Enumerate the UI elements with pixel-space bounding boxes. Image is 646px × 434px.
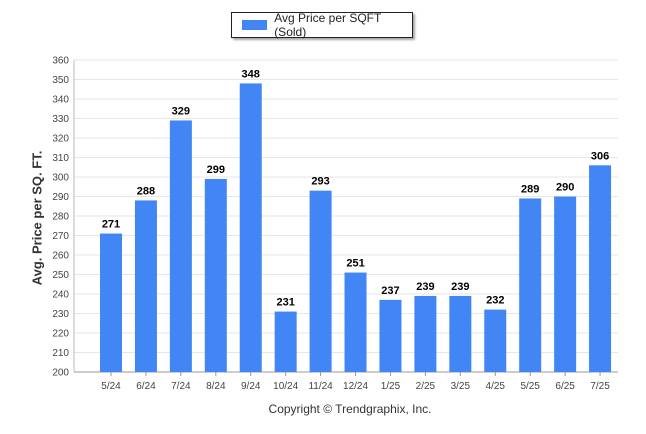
x-tick-label: 7/24 [171, 381, 191, 392]
bar [484, 309, 507, 372]
y-tick-label: 350 [52, 75, 69, 86]
legend[interactable]: Avg Price per SQFT (Sold) [231, 11, 413, 39]
bar [414, 295, 437, 372]
x-tick-label: 6/25 [555, 381, 575, 392]
y-tick-label: 260 [52, 251, 69, 262]
x-tick-label: 3/25 [451, 381, 471, 392]
bar-value-label: 231 [276, 297, 294, 309]
bar-value-label: 239 [416, 281, 434, 293]
bar-value-label: 251 [346, 258, 364, 270]
x-tick-label: 6/24 [136, 381, 156, 392]
y-tick-label: 280 [52, 212, 69, 223]
y-tick-label: 230 [52, 309, 69, 320]
bar [169, 120, 192, 372]
x-tick-label: 12/24 [343, 381, 368, 392]
copyright-text: Copyright © Trendgraphix, Inc. [268, 402, 432, 416]
x-tick-label: 8/24 [206, 381, 226, 392]
y-tick-label: 270 [52, 231, 69, 242]
y-tick-label: 290 [52, 192, 69, 203]
bar [449, 295, 472, 372]
x-tick-label: 10/24 [273, 381, 298, 392]
bar-value-label: 239 [451, 281, 469, 293]
bar [309, 190, 332, 372]
x-tick-label: 9/24 [241, 381, 261, 392]
bar-value-label: 232 [486, 295, 504, 307]
bar [344, 272, 367, 372]
bar [239, 83, 262, 373]
x-tick-label: 7/25 [590, 381, 610, 392]
bar [274, 311, 297, 372]
bar [100, 233, 122, 372]
y-tick-label: 240 [52, 290, 69, 301]
y-tick-label: 220 [52, 329, 69, 340]
bar-value-label: 290 [556, 182, 574, 194]
y-tick-label: 300 [52, 173, 69, 184]
bar [204, 178, 227, 372]
bar [379, 299, 402, 372]
y-tick-label: 310 [52, 153, 69, 164]
bar-value-label: 237 [381, 285, 399, 297]
bar-value-label: 329 [172, 105, 190, 117]
y-tick-label: 360 [52, 56, 69, 67]
y-tick-label: 250 [52, 270, 69, 281]
bar-value-label: 306 [591, 150, 609, 162]
x-tick-label: 5/24 [101, 381, 121, 392]
y-tick-label: 200 [52, 368, 69, 379]
bar-value-label: 299 [207, 164, 225, 176]
y-tick-label: 210 [52, 348, 69, 359]
bar-value-label: 271 [102, 219, 120, 231]
x-tick-label: 1/25 [381, 381, 401, 392]
x-tick-label: 5/25 [520, 381, 540, 392]
bar-value-label: 288 [137, 185, 155, 197]
y-tick-label: 330 [52, 114, 69, 125]
legend-swatch [242, 20, 268, 30]
x-tick-label: 2/25 [416, 381, 436, 392]
bar-value-label: 289 [521, 183, 539, 195]
bar [134, 200, 157, 372]
bar [554, 196, 577, 372]
bar [589, 165, 612, 372]
x-tick-label: 11/24 [308, 381, 333, 392]
y-axis-label: Avg. Price per SQ. FT. [29, 150, 45, 286]
bar-value-label: 293 [311, 176, 329, 188]
y-tick-label: 320 [52, 134, 69, 145]
x-tick-label: 4/25 [486, 381, 506, 392]
y-tick-label: 340 [52, 95, 69, 106]
legend-label: Avg Price per SQFT (Sold) [274, 11, 382, 39]
bar [519, 198, 542, 372]
bar-value-label: 348 [242, 68, 260, 80]
